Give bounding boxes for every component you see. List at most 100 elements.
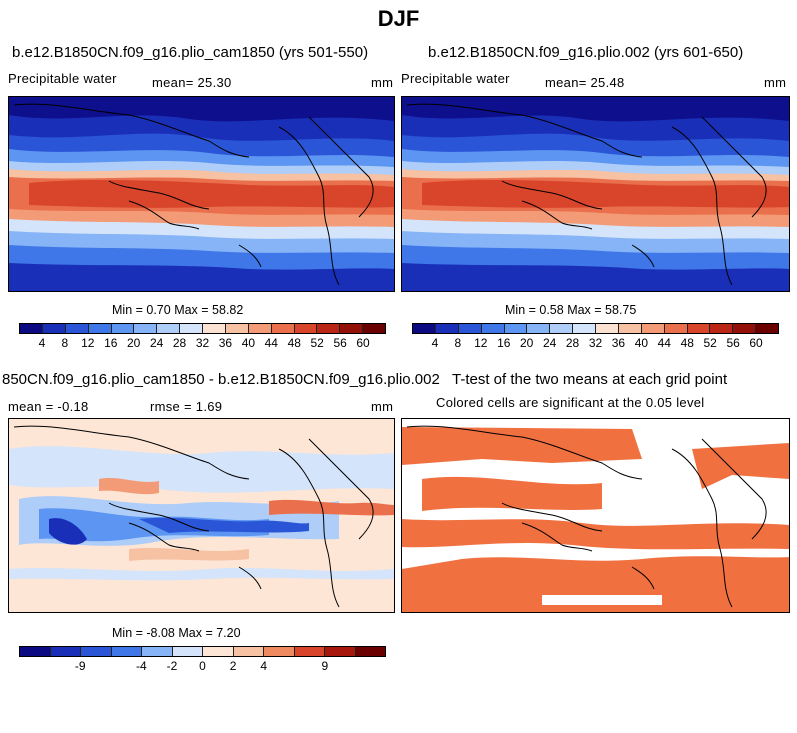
colorbar-3-swatch-6: [203, 647, 234, 656]
panel-4-title: T-test of the two means at each grid poi…: [452, 371, 728, 388]
colorbar-2-swatch-13: [710, 324, 734, 333]
colorbar-3-swatch-2: [81, 647, 112, 656]
colorbar-1-tick-label: 48: [287, 336, 301, 350]
colorbar-3-tick-label: -4: [135, 659, 147, 673]
colorbar-1-tick-label: 8: [61, 336, 69, 350]
colorbar-2-swatch-10: [641, 324, 665, 333]
colorbar-3-tick-label: 4: [260, 659, 267, 673]
colorbar-1-tick-label: 32: [195, 336, 210, 350]
panel-3-minmax: Min = -8.08 Max = 7.20: [112, 626, 241, 640]
colorbar-3-tick-label: -9: [74, 659, 86, 673]
colorbar-2-swatch-5: [527, 324, 551, 333]
colorbar-1-tick-label: 60: [356, 336, 370, 350]
panel-3-colorbar: [19, 646, 386, 657]
colorbar-1-tick-label: 36: [218, 336, 233, 350]
colorbar-1-tick-label: 44: [264, 336, 278, 350]
colorbar-3-swatch-7: [233, 647, 264, 656]
colorbar-1-tick-label: 16: [104, 336, 118, 350]
colorbar-1-tick-label: 4: [38, 336, 46, 350]
panel-1-variable-label: Precipitable water: [8, 71, 117, 86]
colorbar-3-tick-label: 0: [199, 659, 206, 673]
colorbar-1-tick-label: 28: [172, 336, 187, 350]
colorbar-2-swatch-6: [550, 324, 574, 333]
colorbar-1-swatch-15: [363, 324, 385, 333]
colorbar-2-tick-label: 40: [634, 336, 649, 350]
panel-2-mean: mean= 25.48: [545, 75, 625, 90]
colorbar-1-tick-label: 52: [310, 336, 324, 350]
colorbar-1-swatch-13: [317, 324, 341, 333]
panel-1-title: b.e12.B1850CN.f09_g16.plio_cam1850 (yrs …: [12, 44, 369, 61]
colorbar-3-tick-label: -2: [166, 659, 178, 673]
colorbar-2-swatch-3: [481, 324, 505, 333]
colorbar-2-tick-label: 4: [431, 336, 439, 350]
colorbar-3-tick-label: 9: [321, 659, 329, 673]
panel-2-minmax: Min = 0.58 Max = 58.75: [505, 303, 637, 317]
panel-3-title: 850CN.f09_g16.plio_cam1850 - b.e12.B1850…: [2, 371, 440, 388]
panel-1-mean: mean= 25.30: [152, 75, 232, 90]
colorbar-3-swatch-4: [142, 647, 173, 656]
colorbar-2-tick-label: 48: [680, 336, 694, 350]
colorbar-2-swatch-8: [596, 324, 619, 333]
colorbar-1-swatch-11: [271, 324, 295, 333]
colorbar-3-swatch-10: [325, 647, 356, 656]
colorbar-1-tick-label: 56: [333, 336, 347, 350]
colorbar-1-tick-label: 12: [81, 336, 95, 350]
colorbar-1-swatch-9: [225, 324, 249, 333]
colorbar-3-swatch-0: [20, 647, 51, 656]
panel-2-title: b.e12.B1850CN.f09_g16.plio.002 (yrs 601-…: [428, 44, 744, 61]
panel-1-minmax: Min = 0.70 Max = 58.82: [112, 303, 244, 317]
colorbar-1-swatch-7: [180, 324, 203, 333]
colorbar-1-swatch-8: [203, 324, 226, 333]
colorbar-2-swatch-1: [435, 324, 459, 333]
colorbar-2-tick-label: 56: [726, 336, 740, 350]
colorbar-1-swatch-1: [42, 324, 66, 333]
colorbar-2-swatch-15: [756, 324, 778, 333]
colorbar-2-swatch-2: [458, 324, 482, 333]
colorbar-2-tick-label: 52: [703, 336, 717, 350]
colorbar-2-swatch-14: [733, 324, 757, 333]
panel-2-colorbar: [412, 323, 779, 334]
colorbar-2-tick-label: 32: [588, 336, 603, 350]
colorbar-1-swatch-3: [88, 324, 112, 333]
figure-title: DJF: [377, 6, 420, 31]
colorbar-2-tick-label: 20: [520, 336, 534, 350]
colorbar-1-swatch-2: [65, 324, 89, 333]
panel-4-subtitle: Colored cells are significant at the 0.0…: [436, 395, 705, 410]
colorbar-1-swatch-4: [111, 324, 135, 333]
panel-3-map: [8, 418, 395, 613]
colorbar-3-swatch-8: [264, 647, 295, 656]
panel-1-map: [8, 96, 395, 292]
colorbar-2-tick-label: 16: [497, 336, 511, 350]
panel-3-mean: mean = -0.18: [8, 399, 89, 414]
colorbar-2-swatch-7: [573, 324, 596, 333]
colorbar-2-tick-label: 44: [657, 336, 671, 350]
colorbar-1-swatch-6: [157, 324, 181, 333]
colorbar-2-swatch-4: [504, 324, 528, 333]
colorbar-3-swatch-11: [355, 647, 385, 656]
colorbar-2-swatch-9: [618, 324, 642, 333]
panel-2-units: mm: [764, 75, 787, 90]
colorbar-1-swatch-5: [134, 324, 158, 333]
panel-1-colorbar: [19, 323, 386, 334]
panel-3-units: mm: [371, 399, 394, 414]
colorbar-2-tick-label: 12: [474, 336, 488, 350]
colorbar-2-tick-label: 60: [749, 336, 763, 350]
panel-4-map: [401, 418, 790, 613]
colorbar-2-swatch-12: [687, 324, 711, 333]
colorbar-3-swatch-1: [50, 647, 81, 656]
colorbar-2-swatch-11: [664, 324, 688, 333]
colorbar-1-swatch-10: [248, 324, 272, 333]
colorbar-2-swatch-0: [413, 324, 436, 333]
colorbar-2-tick-label: 28: [565, 336, 580, 350]
colorbar-3-tick-label: 2: [229, 659, 237, 673]
colorbar-2-tick-label: 8: [454, 336, 462, 350]
colorbar-2-tick-label: 36: [611, 336, 626, 350]
colorbar-3-swatch-5: [172, 647, 203, 656]
panel-1-units: mm: [371, 75, 394, 90]
colorbar-3-swatch-3: [111, 647, 142, 656]
colorbar-2-tick-label: 24: [542, 336, 557, 350]
colorbar-1-swatch-12: [294, 324, 318, 333]
colorbar-1-swatch-0: [20, 324, 43, 333]
colorbar-1-swatch-14: [340, 324, 364, 333]
panel-3-rmse: rmse = 1.69: [150, 399, 223, 414]
